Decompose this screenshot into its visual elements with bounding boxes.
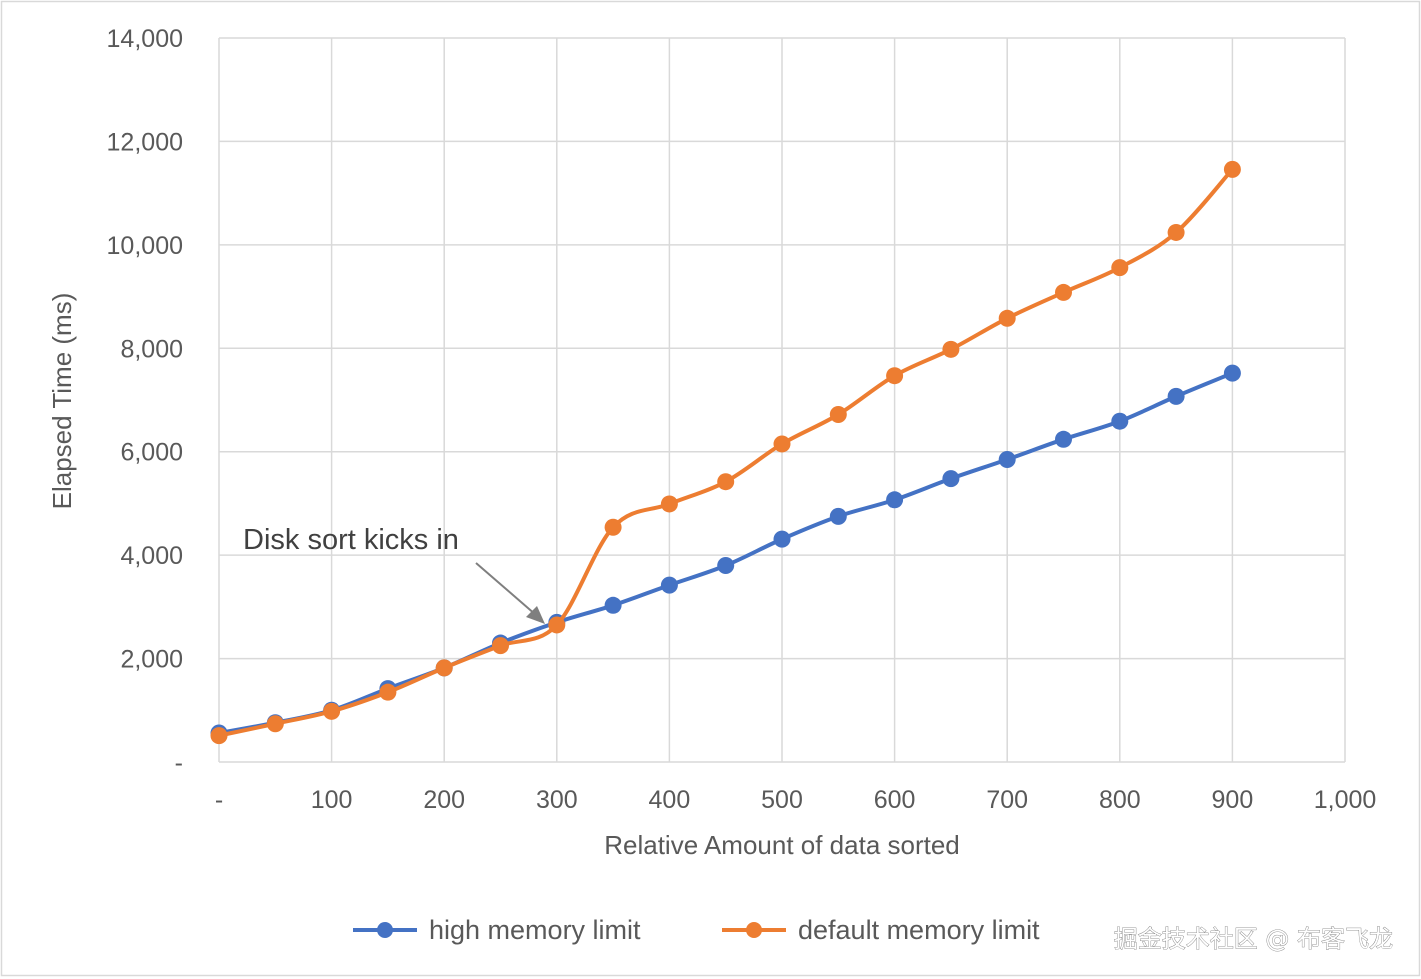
data-point-default-memory-limit [604,518,622,536]
annotation-layer: Disk sort kicks in [243,524,545,624]
annotation-text: Disk sort kicks in [243,524,459,556]
x-tick-label: 800 [1099,786,1141,814]
x-tick-label: 500 [761,786,803,814]
data-point-high-memory-limit [660,576,678,594]
data-point-default-memory-limit [717,473,735,491]
data-point-high-memory-limit [998,450,1016,468]
y-tick-label: 6,000 [120,439,183,467]
data-point-default-memory-limit [1223,160,1241,178]
data-point-high-memory-limit [1223,364,1241,382]
x-tick-label: 400 [649,786,691,814]
data-point-default-memory-limit [492,637,509,655]
data-point-default-memory-limit [660,495,678,513]
x-tick-label: 700 [986,786,1028,814]
x-tick-label: 200 [423,786,465,814]
data-point-default-memory-limit [998,309,1016,327]
data-point-default-memory-limit [886,367,904,385]
data-point-default-memory-limit [942,340,960,358]
x-tick-label: - [215,786,223,814]
x-tick-label: 600 [874,786,916,814]
legend-swatch-marker-high-memory-limit [377,922,393,938]
data-point-default-memory-limit [266,715,284,733]
data-point-high-memory-limit [717,556,735,574]
y-tick-label: 4,000 [120,542,183,570]
x-tick-label: 300 [536,786,578,814]
legend-label-default-memory-limit: default memory limit [798,915,1040,945]
data-point-high-memory-limit [1167,387,1185,405]
axes: - 2,000 4,000 6,000 8,000 10,000 12,000 14,000 -… [107,25,1377,814]
legend-label-high-memory-limit: high memory limit [429,915,641,945]
data-point-high-memory-limit [1111,412,1129,430]
series-default-memory-limit [210,160,1241,745]
y-tick-label: 14,000 [107,25,183,53]
x-tick-label: 100 [311,786,353,814]
data-point-default-memory-limit [323,702,341,720]
y-tick-label: 8,000 [120,335,183,363]
y-tick-label: 10,000 [107,232,183,260]
y-tick-label: 2,000 [120,646,183,674]
data-point-high-memory-limit [829,507,847,525]
data-point-default-memory-limit [379,683,397,701]
data-point-high-memory-limit [1055,430,1072,448]
data-point-default-memory-limit [1111,259,1129,277]
data-point-high-memory-limit [942,470,960,488]
data-point-default-memory-limit [773,435,791,453]
x-tick-label: 900 [1212,786,1254,814]
series-layer [210,160,1241,745]
watermark-text: 掘金技术社区 @ 布客飞龙 [1114,925,1393,953]
annotation-arrow-line [475,562,537,616]
y-tick-label: - [175,749,183,777]
data-point-high-memory-limit [886,491,904,509]
data-point-high-memory-limit [773,530,791,548]
data-point-default-memory-limit [548,616,566,634]
legend: high memory limit default memory limit [353,915,1040,945]
data-point-default-memory-limit [1167,223,1185,241]
x-axis-title: Relative Amount of data sorted [604,830,960,860]
data-point-default-memory-limit [435,659,453,677]
legend-swatch-marker-default-memory-limit [746,922,762,938]
data-point-default-memory-limit [829,405,847,423]
y-tick-label: 12,000 [107,128,183,156]
x-tick-label: 1,000 [1314,786,1377,814]
annotation-arrow-head [526,606,545,624]
y-axis-title: Elapsed Time (ms) [47,293,77,510]
gridlines [219,37,1346,762]
data-point-default-memory-limit [210,727,228,745]
data-point-high-memory-limit [604,596,622,614]
data-point-default-memory-limit [1055,283,1072,301]
